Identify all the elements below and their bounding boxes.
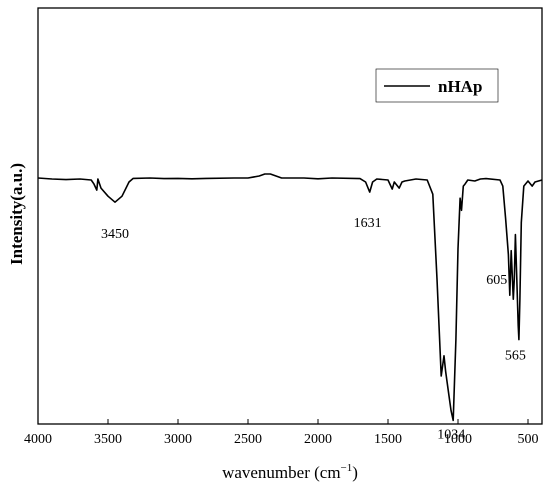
x-tick-label: 1000: [444, 432, 472, 447]
peak-label-1631: 1631: [354, 216, 382, 231]
x-tick-label: 4000: [24, 432, 52, 447]
peak-label-3450: 3450: [101, 227, 129, 242]
y-axis-label: Intensity(a.u.): [7, 163, 26, 265]
x-axis-label-close: ): [352, 463, 358, 482]
x-tick-label: 2500: [234, 432, 262, 447]
legend-label-nhap: nHAp: [438, 77, 482, 96]
x-tick-label: 1500: [374, 432, 402, 447]
x-axis-ticks: 4000 3500 3000 2500 2000 1500 1000 500: [24, 419, 539, 447]
peak-label-605: 605: [486, 273, 507, 288]
peak-label-565: 565: [505, 349, 526, 364]
x-tick-label: 2000: [304, 432, 332, 447]
peak-annotations: 3450 1631 1034 605 565: [101, 216, 526, 442]
x-axis-label: wavenumber (cm−1): [222, 462, 358, 482]
plot-frame: [37, 7, 543, 425]
legend: nHAp: [375, 68, 499, 103]
x-tick-label: 500: [518, 432, 539, 447]
peak-label-1034: 1034: [437, 427, 465, 442]
x-tick-label: 3500: [94, 432, 122, 447]
x-axis-label-superscript: −1: [341, 462, 353, 474]
series-line-nhap: [37, 173, 543, 422]
x-tick-label: 3000: [164, 432, 192, 447]
